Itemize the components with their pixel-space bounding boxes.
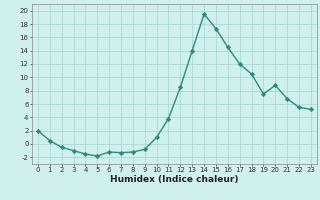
X-axis label: Humidex (Indice chaleur): Humidex (Indice chaleur): [110, 175, 239, 184]
